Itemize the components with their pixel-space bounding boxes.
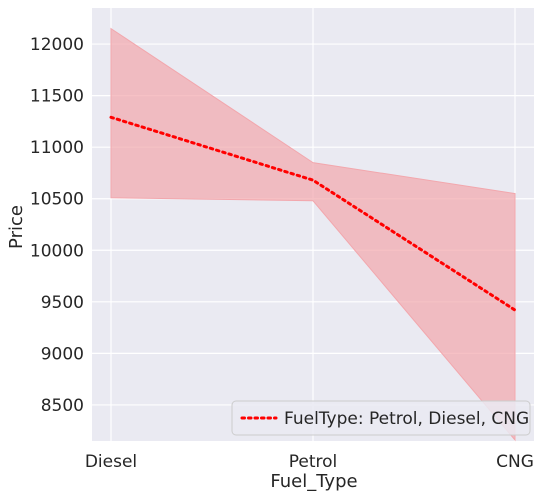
y-tick-label: 10500	[30, 190, 84, 210]
y-tick-label: 11000	[30, 138, 84, 158]
confidence-band	[110, 27, 516, 442]
legend: FuelType: Petrol, Diesel, CNG	[231, 400, 531, 436]
y-tick-label: 9500	[41, 293, 84, 313]
series-lines	[109, 115, 517, 312]
x-tick-label-cng: CNG	[496, 452, 534, 472]
y-tick-label: 8500	[41, 396, 84, 416]
ci-band-0	[110, 27, 516, 442]
x-axis-label: Fuel_Type	[270, 471, 357, 492]
x-tick-label-diesel: Diesel	[85, 452, 137, 472]
y-axis-ticks: 8500 9000 9500 10000 10500 11000 11500 12000	[30, 35, 84, 416]
x-axis-ticks: Diesel Petrol CNG	[85, 452, 534, 472]
legend-box	[231, 400, 531, 436]
y-tick-label: 9000	[41, 344, 84, 364]
y-tick-label: 10000	[30, 241, 84, 261]
x-tick-label-petrol: Petrol	[289, 452, 338, 472]
y-tick-label: 11500	[30, 87, 84, 107]
legend-label-0: FuelType: Petrol, Diesel, CNG	[284, 409, 529, 429]
y-axis-label: Price	[6, 205, 27, 249]
y-tick-label: 12000	[30, 35, 84, 55]
